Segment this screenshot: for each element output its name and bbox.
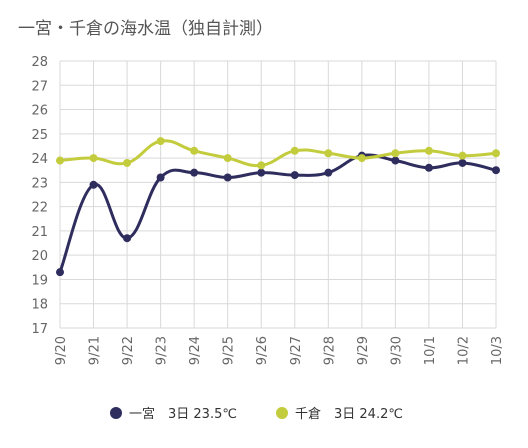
data-point [324,168,333,177]
y-tick-label: 25 [31,128,48,143]
data-point [458,151,467,160]
data-point [424,146,433,155]
legend-label: 一宮 3日 23.5℃ [129,406,237,422]
data-point [324,149,333,158]
x-tick-label: 9/28 [322,336,337,365]
x-tick-label: 9/30 [389,336,404,365]
x-tick-label: 9/27 [289,336,304,365]
data-point [357,154,366,163]
y-tick-label: 19 [31,273,48,288]
y-tick-label: 21 [31,225,48,240]
data-point [458,158,467,167]
legend: 一宮 3日 23.5℃ 千倉 3日 24.2℃ [110,406,403,422]
series-line-1 [58,153,498,274]
y-tick-label: 23 [31,176,48,191]
y-tick-label: 27 [31,79,48,94]
data-point [223,173,232,182]
y-tick-label: 18 [31,298,48,313]
x-tick-label: 9/26 [255,336,270,365]
series-points [56,137,500,277]
data-point [257,161,266,170]
data-point [492,149,500,158]
x-tick-label: 9/21 [88,336,103,365]
y-tick-label: 20 [31,249,48,264]
x-tick-label: 9/23 [155,336,170,365]
y-tick-label: 22 [31,201,48,216]
x-tick-label: 10/3 [490,336,505,365]
data-point [391,156,400,165]
x-tick-label: 9/20 [54,336,69,365]
data-point [156,173,165,182]
data-point [89,180,98,189]
data-point [424,163,433,172]
y-tick-label: 28 [31,55,48,70]
y-tick-label: 17 [31,322,48,337]
x-tick-label: 9/24 [188,336,203,365]
y-tick-label: 24 [31,152,48,167]
data-point [190,146,199,155]
y-axis-ticks: 17 18 19 20 21 22 23 24 25 26 27 28 [31,55,48,337]
x-axis-ticks: 9/20 9/21 9/22 9/23 9/24 9/25 9/26 9/27 9/28 9/29… [54,336,505,365]
x-tick-label: 10/2 [456,336,471,365]
data-point [89,154,98,163]
legend-marker [110,407,122,419]
x-tick-label: 10/1 [423,336,438,365]
data-point [156,137,165,146]
legend-marker [276,407,288,419]
data-point [56,268,64,277]
data-point [391,149,400,158]
data-point [56,156,64,165]
data-point [290,146,299,155]
grid-lines [59,60,497,329]
y-tick-label: 26 [31,104,48,119]
legend-label: 千倉 3日 24.2℃ [295,407,403,422]
data-point [123,158,132,167]
data-point [290,171,299,180]
x-tick-label: 9/25 [222,336,237,365]
data-point [223,154,232,163]
data-point [492,166,500,175]
x-tick-label: 9/22 [121,336,136,365]
data-point [257,168,266,177]
chart-title: 一宮・千倉の海水温（独自計測） [18,19,273,39]
data-point [123,234,132,243]
data-point [190,168,199,177]
x-tick-label: 9/29 [356,336,371,365]
